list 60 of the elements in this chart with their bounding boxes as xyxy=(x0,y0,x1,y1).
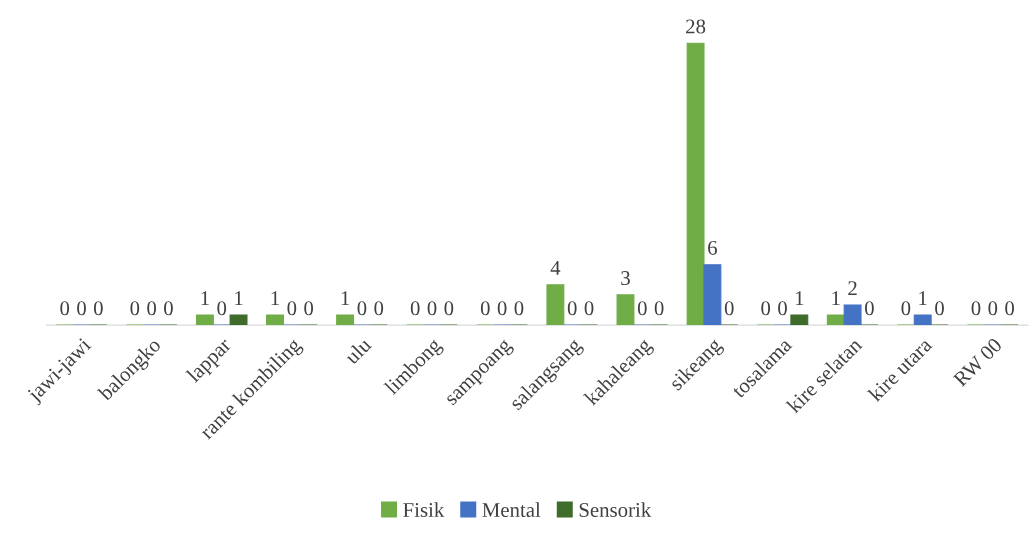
legend-label: Sensorik xyxy=(579,502,652,518)
bar xyxy=(336,314,355,326)
data-label: 0 xyxy=(130,301,140,316)
data-label: 0 xyxy=(93,301,103,316)
data-label: 0 xyxy=(287,301,297,316)
data-label: 0 xyxy=(164,301,173,316)
data-label: 0 xyxy=(637,301,647,316)
data-label: 0 xyxy=(60,301,70,316)
x-tick-label: kire utara xyxy=(866,336,933,403)
bar xyxy=(229,314,248,326)
data-label: 0 xyxy=(761,301,771,316)
data-label: 1 xyxy=(919,291,927,306)
bar xyxy=(266,314,284,326)
bar xyxy=(913,314,932,326)
data-label: 0 xyxy=(971,301,981,316)
data-label: 0 xyxy=(778,301,787,316)
data-label: 0 xyxy=(77,301,86,316)
data-label: 0 xyxy=(497,301,507,316)
data-label: 0 xyxy=(654,301,664,316)
bar xyxy=(616,294,635,326)
data-label: 0 xyxy=(147,301,157,316)
data-label: 3 xyxy=(621,271,630,286)
bar xyxy=(686,42,705,326)
data-label: 1 xyxy=(832,291,840,306)
data-label: 1 xyxy=(235,291,243,306)
data-label: 1 xyxy=(271,291,279,306)
legend-label: Fisik xyxy=(403,502,445,518)
data-label: 0 xyxy=(217,301,227,316)
data-label: 6 xyxy=(708,240,717,255)
data-label: 0 xyxy=(567,301,577,316)
data-label: 0 xyxy=(1005,301,1015,316)
data-label: 0 xyxy=(724,301,734,316)
data-label: 0 xyxy=(304,301,314,316)
data-label: 1 xyxy=(341,291,350,306)
data-label: 1 xyxy=(795,291,804,306)
data-label: 28 xyxy=(686,19,706,34)
data-label: 1 xyxy=(201,291,209,306)
data-label: 0 xyxy=(410,301,420,316)
bar xyxy=(195,314,214,326)
bar xyxy=(703,264,722,326)
data-label: 0 xyxy=(514,301,524,316)
data-label: 0 xyxy=(480,301,490,316)
data-label: 0 xyxy=(444,301,454,316)
bar xyxy=(546,284,565,326)
data-label: 0 xyxy=(584,301,594,316)
data-label: 0 xyxy=(374,301,384,316)
data-label: 0 xyxy=(427,301,437,316)
data-label: 0 xyxy=(988,301,998,316)
data-label: 4 xyxy=(550,261,561,275)
bar xyxy=(843,304,862,326)
data-label: 0 xyxy=(357,301,367,316)
data-label: 2 xyxy=(848,281,857,295)
data-label: 0 xyxy=(901,301,911,316)
bar xyxy=(790,314,809,326)
x-tick-label: ulu xyxy=(343,336,373,366)
legend-label: Mental xyxy=(482,502,541,518)
data-label: 0 xyxy=(865,301,874,316)
bar xyxy=(826,314,845,326)
data-label: 0 xyxy=(935,301,944,316)
x-tick-label: RW 00 xyxy=(952,337,1003,388)
